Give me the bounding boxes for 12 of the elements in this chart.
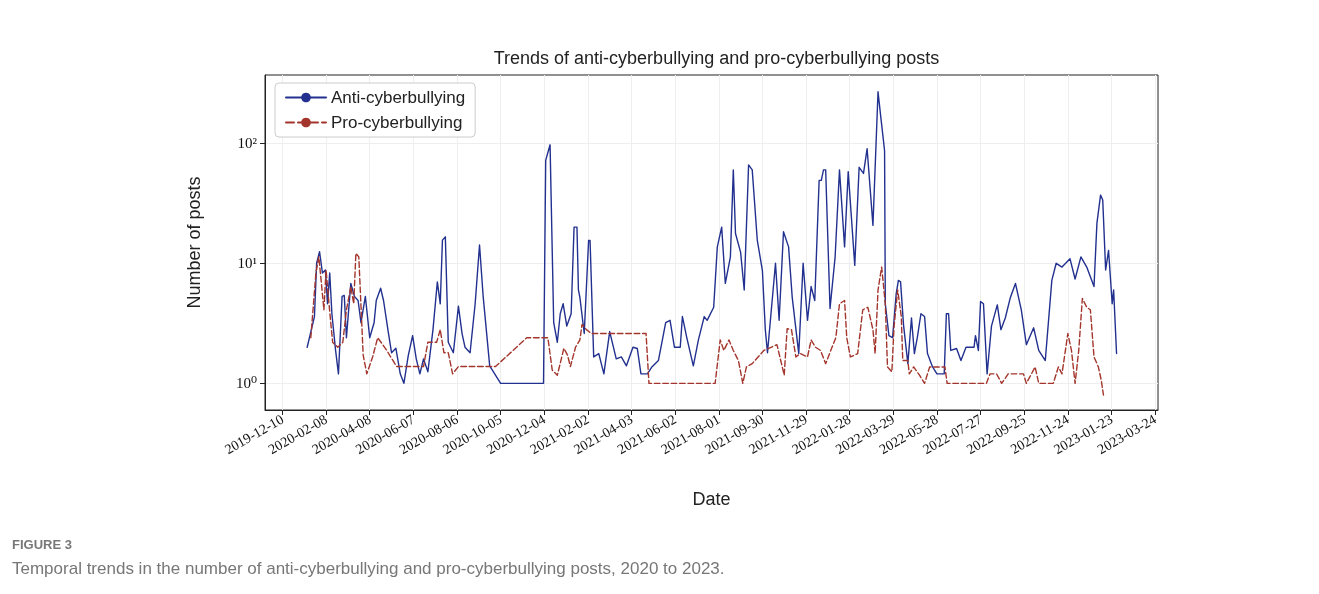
y-tick-label: 10¹ — [237, 255, 257, 272]
line-series — [310, 252, 1105, 396]
y-axis-title: Number of posts — [184, 176, 204, 309]
chart-title: Trends of anti-cyberbullying and pro-cyberbullying posts — [493, 48, 940, 68]
caption: FIGURE 3 — [12, 537, 72, 552]
y-tick-label: 10⁰ — [235, 375, 257, 392]
legend-label: Anti-cyberbullying — [331, 88, 466, 107]
x-axis-title: Date — [692, 489, 731, 509]
line-series — [306, 91, 1118, 385]
y-tick-label: 10² — [237, 135, 258, 152]
text: Temporal trends in the number of anti-cyberbullying and pro-cyberbullying posts, 2020 to 2023. — [12, 559, 725, 578]
legend-label: Pro-cyberbullying — [331, 113, 463, 132]
